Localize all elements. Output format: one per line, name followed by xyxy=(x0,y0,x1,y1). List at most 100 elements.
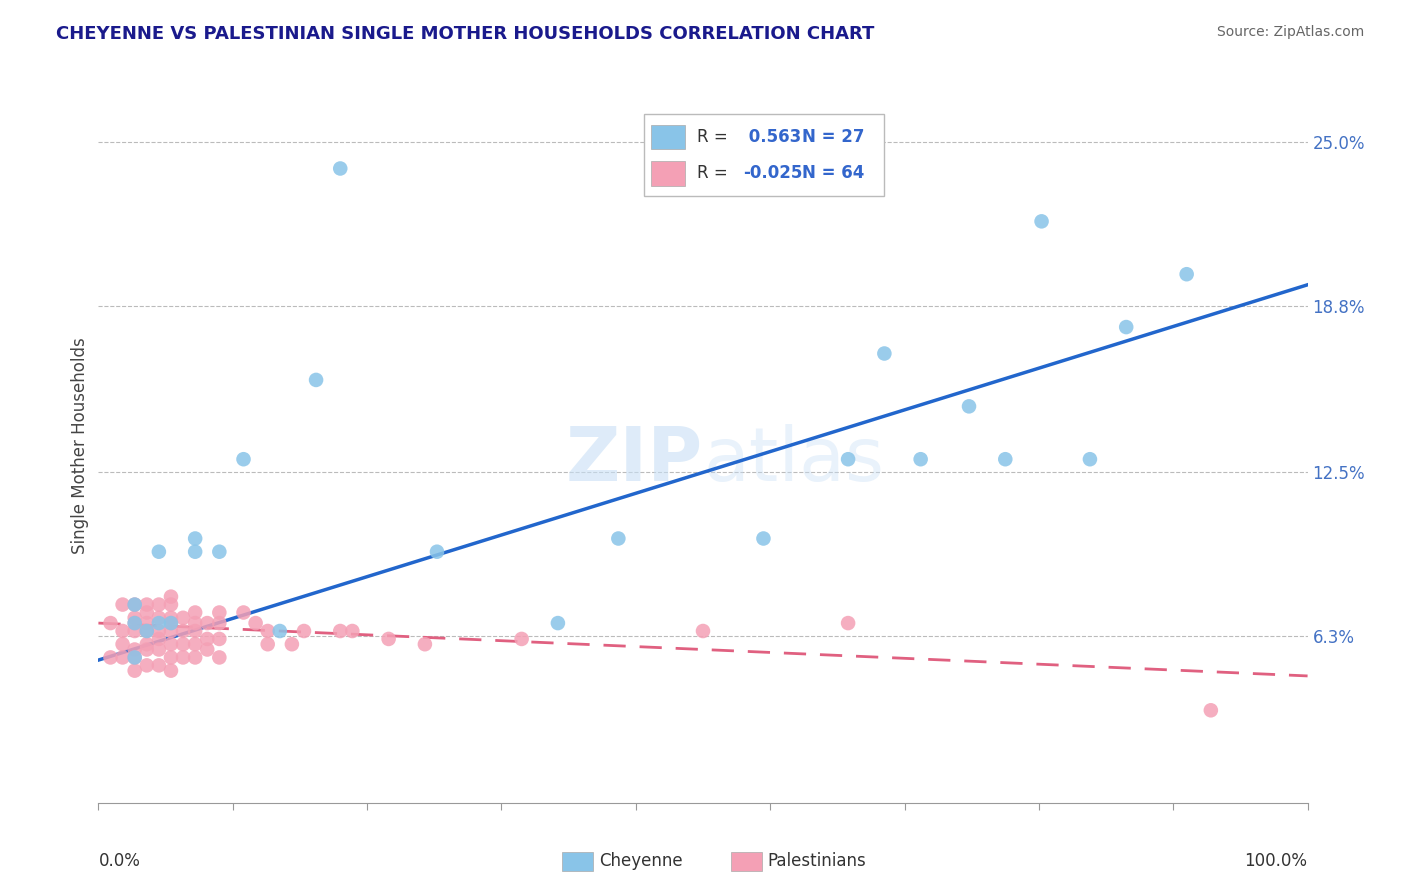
Point xyxy=(305,373,328,387)
Point xyxy=(256,637,278,651)
Point xyxy=(292,624,315,638)
Point xyxy=(160,590,183,604)
Point xyxy=(607,532,630,546)
Point xyxy=(172,611,194,625)
Point xyxy=(1031,214,1053,228)
Point xyxy=(148,545,170,559)
Point xyxy=(329,624,352,638)
Point xyxy=(1115,320,1137,334)
Point xyxy=(172,650,194,665)
Point xyxy=(160,611,183,625)
Point xyxy=(135,606,157,620)
Point xyxy=(160,650,183,665)
Point xyxy=(135,658,157,673)
Point xyxy=(124,598,146,612)
Point xyxy=(957,400,980,414)
Point xyxy=(245,616,267,631)
Point xyxy=(232,452,254,467)
Point xyxy=(256,624,278,638)
Point xyxy=(124,611,146,625)
Point xyxy=(111,637,134,651)
Point xyxy=(111,624,134,638)
Point xyxy=(910,452,932,467)
Point xyxy=(172,637,194,651)
Point xyxy=(148,624,170,638)
Point xyxy=(195,616,218,631)
Point xyxy=(148,642,170,657)
Text: R =: R = xyxy=(697,128,733,146)
Point xyxy=(135,624,157,638)
Text: CHEYENNE VS PALESTINIAN SINGLE MOTHER HOUSEHOLDS CORRELATION CHART: CHEYENNE VS PALESTINIAN SINGLE MOTHER HO… xyxy=(56,25,875,43)
Y-axis label: Single Mother Households: Single Mother Households xyxy=(70,338,89,554)
Point xyxy=(342,624,364,638)
Point xyxy=(208,616,231,631)
Point xyxy=(377,632,399,646)
Point xyxy=(208,632,231,646)
Point xyxy=(172,624,194,638)
Point xyxy=(873,346,896,360)
Text: atlas: atlas xyxy=(703,424,884,497)
Point xyxy=(124,650,146,665)
Point xyxy=(160,616,183,631)
Point xyxy=(1078,452,1101,467)
Point xyxy=(208,545,231,559)
Point xyxy=(837,616,859,631)
Text: Cheyenne: Cheyenne xyxy=(599,852,682,870)
Point xyxy=(135,598,157,612)
Point xyxy=(269,624,291,638)
Point xyxy=(184,545,207,559)
Point xyxy=(994,452,1017,467)
Point xyxy=(111,598,134,612)
Point xyxy=(135,624,157,638)
Point xyxy=(148,598,170,612)
Point xyxy=(195,642,218,657)
Point xyxy=(184,616,207,631)
Text: R =: R = xyxy=(697,164,733,182)
Point xyxy=(160,624,183,638)
Point xyxy=(281,637,304,651)
Point xyxy=(124,650,146,665)
Point xyxy=(124,616,146,631)
Point xyxy=(124,598,146,612)
Point xyxy=(148,658,170,673)
Point xyxy=(135,616,157,631)
Point xyxy=(547,616,569,631)
Point xyxy=(184,637,207,651)
Point xyxy=(100,616,122,631)
Point xyxy=(752,532,775,546)
Point xyxy=(160,637,183,651)
Point xyxy=(232,606,254,620)
Point xyxy=(148,632,170,646)
Text: -0.025: -0.025 xyxy=(744,164,803,182)
Point xyxy=(1175,267,1198,281)
Point xyxy=(148,616,170,631)
Point xyxy=(160,616,183,631)
Point xyxy=(184,606,207,620)
Point xyxy=(124,624,146,638)
Point xyxy=(208,606,231,620)
Point xyxy=(837,452,859,467)
Point xyxy=(124,616,146,631)
Point xyxy=(135,642,157,657)
Point xyxy=(184,532,207,546)
Point xyxy=(195,632,218,646)
Text: Source: ZipAtlas.com: Source: ZipAtlas.com xyxy=(1216,25,1364,39)
Point xyxy=(1199,703,1222,717)
Point xyxy=(510,632,533,646)
Point xyxy=(208,650,231,665)
Point xyxy=(100,650,122,665)
Point xyxy=(184,624,207,638)
Point xyxy=(160,598,183,612)
Point xyxy=(413,637,436,651)
Point xyxy=(148,611,170,625)
Text: ZIP: ZIP xyxy=(565,424,703,497)
Text: N = 27: N = 27 xyxy=(803,128,865,146)
Point xyxy=(135,637,157,651)
Text: 0.0%: 0.0% xyxy=(98,852,141,870)
Point xyxy=(124,664,146,678)
Point xyxy=(184,650,207,665)
Point xyxy=(329,161,352,176)
Point xyxy=(111,650,134,665)
Point xyxy=(160,664,183,678)
Point xyxy=(124,642,146,657)
